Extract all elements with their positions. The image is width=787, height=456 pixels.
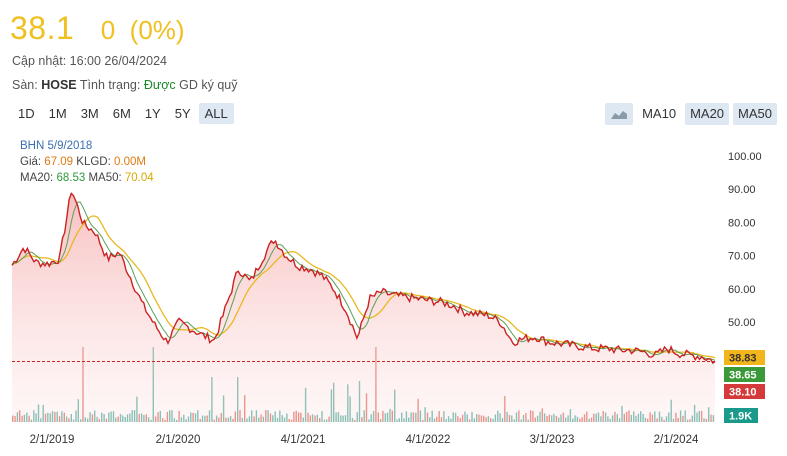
x-axis-labels: 2/1/2019 2/1/2020 4/1/2021 4/1/2022 3/1/2023… [30,434,699,446]
tag-volume: 1.9K [729,411,752,423]
tag-ma20: 38.65 [729,370,757,382]
tag-volume-bg [724,408,758,423]
ma20-line [11,201,716,361]
tag-ma50-bg [724,350,765,365]
tooltip-date: BHN 5/9/2018 [20,140,93,152]
tooltip-ma20: 68.53 [56,172,86,184]
y-tick-label: 60.00 [728,284,756,296]
tag-ma50: 38.83 [729,353,757,365]
range-1m[interactable]: 1M [48,106,67,121]
status-label: Tình trạng: [79,78,141,92]
tooltip-price-row: Giá: 67.09 KLGD: 0.00M [20,154,154,170]
x-tick-label: 4/1/2022 [406,434,451,446]
quote-header: 38.1 0 (0%) [10,10,185,50]
exchange-info: Sàn: HOSE Tình trạng: Được GD ký quỹ [12,78,238,92]
ma50-button[interactable]: MA50 [733,103,777,125]
x-tick-label: 2/1/2019 [30,434,75,446]
ma10-button[interactable]: MA10 [642,106,677,121]
y-tick-label: 90.00 [728,184,756,196]
current-value-tags: 38.83 38.65 38.10 1.9K [724,350,765,423]
area-chart-icon[interactable] [605,103,634,125]
range-3m[interactable]: 3M [80,106,99,121]
price-area [12,193,715,422]
price-line [11,192,716,365]
chart-tooltip: BHN 5/9/2018 Giá: 67.09 KLGD: 0.00M MA20… [20,138,154,186]
tag-price: 38.10 [729,387,757,399]
updated-time: Cập nhật: 16:00 26/04/2024 [12,54,167,68]
price-change: 0 [100,15,116,45]
range-1d[interactable]: 1D [18,106,35,121]
tag-price-bg [724,384,765,399]
x-tick-label: 3/1/2023 [530,434,575,446]
y-tick-label: 80.00 [728,217,756,229]
range-6m[interactable]: 6M [112,106,131,121]
tooltip-price-label: Giá: [20,156,42,168]
price-change-percent: (0%) [129,15,185,45]
tooltip-price: 67.09 [44,156,74,168]
tag-ma20-bg [724,367,765,382]
exchange-name: HOSE [41,78,77,92]
status-value: Được [143,78,176,92]
range-all[interactable]: ALL [198,103,234,124]
x-tick-label: 4/1/2021 [281,434,326,446]
x-tick-label: 2/1/2024 [654,434,699,446]
tooltip-ma20-label: MA20: [20,172,54,184]
indicator-toolbar: MA10 MA20 MA50 [605,103,777,125]
y-tick-label: 100.00 [728,151,762,163]
exchange-prefix: Sàn: [12,78,38,92]
tooltip-ma50: 70.04 [124,172,154,184]
tooltip-vol: 0.00M [114,156,146,168]
ma20-button[interactable]: MA20 [685,103,730,125]
y-axis-labels: 100.00 90.00 80.00 70.00 60.00 50.00 [728,151,762,329]
range-selector: 1D 1M 3M 6M 1Y 5Y ALL [12,103,236,124]
range-5y[interactable]: 5Y [174,106,191,121]
y-tick-label: 50.00 [728,317,756,329]
status-suffix: GD ký quỹ [179,78,238,92]
range-1y[interactable]: 1Y [144,106,161,121]
x-tick-label: 2/1/2020 [156,434,201,446]
y-tick-label: 70.00 [728,251,756,263]
tooltip-ma50-label: MA50: [88,172,122,184]
ma50-line [11,215,716,359]
current-price: 38.1 [10,10,75,46]
tooltip-vol-label: KLGD: [76,156,111,168]
tooltip-ma-row: MA20: 68.53 MA50: 70.04 [20,170,154,186]
